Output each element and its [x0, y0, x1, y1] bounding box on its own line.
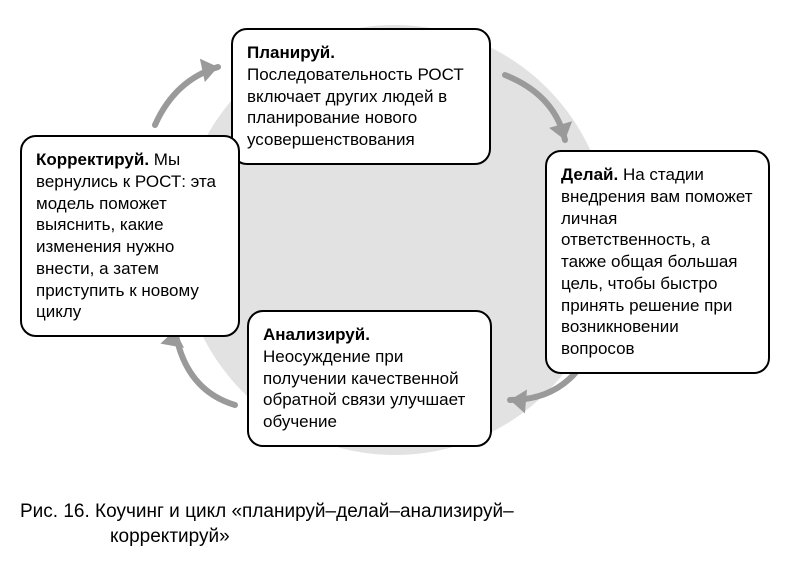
- node-do-title: Делай.: [561, 165, 618, 184]
- figure-label: Рис. 16.: [20, 501, 90, 522]
- node-correct: Корректируй. Мы вернулись к РОСТ: эта мо…: [20, 135, 240, 337]
- figure-text-line2: корректируй»: [20, 525, 230, 550]
- node-correct-body: Мы вернулись к РОСТ: эта модель поможет …: [36, 150, 216, 321]
- node-do: Делай. На стадии внедрения вам поможет л…: [545, 150, 770, 374]
- node-plan-title: Планируй.: [247, 43, 335, 62]
- node-analyze: Анализируй. Неосуждение при получении ка…: [247, 310, 492, 447]
- node-do-body: На стадии внедрения вам поможет личная о…: [561, 165, 753, 358]
- node-plan: Планируй. Последовательность РОСТ включа…: [231, 28, 491, 165]
- node-correct-title: Корректируй.: [36, 150, 149, 169]
- figure-text-line1: Коучинг и цикл «планируй–делай–анализиру…: [95, 501, 514, 522]
- figure-caption: Рис. 16. Коучинг и цикл «планируй–делай–…: [20, 500, 514, 549]
- diagram-canvas: Планируй. Последовательность РОСТ включа…: [0, 0, 790, 565]
- node-analyze-body: Неосуждение при получении качественной о…: [263, 347, 465, 431]
- node-plan-body: Последовательность РОСТ включает других …: [247, 65, 464, 149]
- node-analyze-title: Анализируй.: [263, 325, 370, 344]
